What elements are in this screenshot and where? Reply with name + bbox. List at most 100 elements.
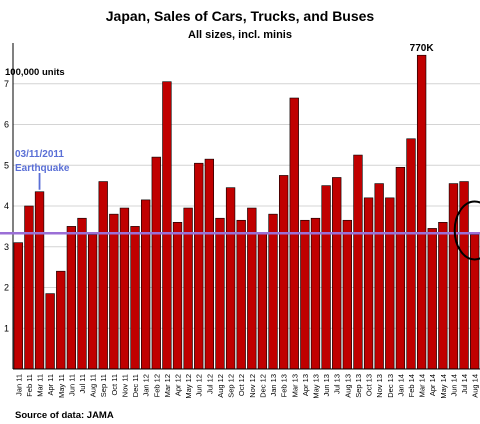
bar: [172, 222, 183, 370]
y-tick-label: 1: [4, 323, 9, 333]
x-tick-label: Jun 14: [449, 374, 458, 397]
bar: [141, 199, 151, 370]
y-tick-label: 4: [4, 201, 9, 211]
x-tick-label: Nov 12: [248, 374, 257, 398]
source-note: Source of data: JAMA: [15, 410, 114, 421]
x-tick-label: Jul 12: [205, 374, 214, 394]
bar: [416, 54, 427, 370]
bar: [225, 187, 236, 370]
bar: [45, 293, 55, 370]
bar: [34, 191, 45, 370]
chart-subtitle: All sizes, incl. minis: [188, 29, 292, 41]
x-tick-label: Aug 12: [216, 374, 225, 398]
y-tick-label: 5: [4, 160, 9, 170]
x-tick-label: Oct 11: [110, 374, 119, 396]
x-tick-label: Aug 11: [89, 374, 98, 397]
x-tick-label: Apr 14: [428, 374, 437, 396]
x-tick-label: Dec 11: [131, 374, 140, 397]
chart-title: Japan, Sales of Cars, Trucks, and Buses: [106, 8, 375, 24]
bar: [194, 162, 204, 370]
x-tick-label: Jun 11: [67, 374, 76, 396]
x-tick-label: May 11: [57, 374, 66, 398]
bar: [363, 197, 374, 370]
x-tick-label: Jan 11: [14, 374, 23, 396]
bar: [310, 217, 321, 370]
y-tick-label: 7: [4, 79, 9, 89]
x-tick-label: May 14: [439, 374, 448, 399]
bar: [257, 232, 268, 370]
x-tick-label: Jan 14: [396, 374, 405, 397]
x-tick-label: Sep 11: [99, 374, 108, 397]
x-tick-label: May 13: [311, 374, 320, 399]
bar: [278, 175, 289, 370]
x-tick-label: Sep 13: [354, 374, 363, 398]
x-tick-label: Jan 13: [269, 374, 278, 397]
earthquake-label: Earthquake: [15, 163, 70, 174]
x-tick-label: Jan 12: [142, 374, 151, 397]
bar: [438, 222, 448, 370]
bar: [448, 183, 459, 370]
bar: [321, 185, 331, 370]
x-tick-label: Sep 12: [227, 374, 236, 398]
x-tick-label: Apr 13: [301, 374, 310, 396]
x-tick-label: Mar 13: [290, 374, 299, 397]
bar: [109, 213, 119, 370]
bar: [374, 183, 384, 370]
bar: [300, 219, 310, 370]
highlight-circle: [453, 200, 480, 261]
x-tick-label: Dec 12: [258, 374, 267, 398]
x-tick-label: Feb 11: [25, 374, 34, 397]
x-tick-label: Nov 13: [375, 374, 384, 398]
bar: [215, 217, 225, 370]
bar: [87, 234, 98, 370]
bar: [395, 166, 406, 370]
axes: [12, 43, 480, 370]
bar: [332, 177, 342, 370]
bars: [13, 54, 480, 370]
y-tick-label: 2: [4, 283, 9, 293]
x-tick-label: Mar 11: [36, 374, 45, 397]
bar: [204, 158, 215, 370]
bar: [13, 242, 23, 370]
x-tick-label: Apr 12: [174, 374, 183, 396]
x-tick-label: Aug 13: [343, 374, 352, 398]
bar: [151, 156, 161, 370]
x-tick-label: Feb 14: [407, 374, 416, 397]
annotations: 03/11/2011 Earthquake 770K: [0, 43, 480, 261]
x-tick-label: Jul 11: [78, 374, 87, 393]
y-ticks: 1 2 3 4 5 6 7: [4, 79, 9, 334]
x-tick-label: Oct 13: [365, 374, 374, 396]
bar: [353, 154, 363, 370]
x-ticks: Jan 11 Feb 11 Mar 11 Apr 11 May 11 Jun 11 Jul …: [14, 374, 479, 399]
bar: [385, 197, 395, 370]
y-tick-label: 3: [4, 242, 9, 252]
bar: [24, 205, 34, 370]
x-tick-label: Jun 12: [195, 374, 204, 397]
bar: [406, 138, 416, 370]
x-tick-label: Aug 14: [471, 374, 480, 398]
bar: [162, 81, 172, 370]
x-tick-label: Jun 13: [322, 374, 331, 397]
bar: [427, 228, 437, 370]
y-unit-label: 100,000 units: [5, 67, 65, 78]
bar: [98, 181, 108, 370]
x-tick-label: Feb 13: [280, 374, 289, 397]
bar: [130, 226, 140, 370]
bar: [470, 234, 480, 370]
x-tick-label: Mar 14: [418, 374, 427, 397]
x-tick-label: Oct 12: [237, 374, 246, 396]
y-tick-label: 6: [4, 120, 9, 130]
bar: [342, 219, 352, 370]
x-tick-label: Feb 12: [152, 374, 161, 397]
bar: [66, 226, 77, 370]
x-tick-label: Dec 13: [386, 374, 395, 398]
x-tick-label: May 12: [184, 374, 193, 399]
bar: [236, 219, 246, 370]
x-tick-label: Jul 14: [460, 374, 469, 394]
x-tick-label: Nov 11: [120, 374, 129, 397]
bar: [268, 213, 278, 370]
peak-value-label: 770K: [410, 43, 435, 54]
x-tick-label: Mar 12: [163, 374, 172, 397]
x-tick-label: Jul 13: [333, 374, 342, 394]
